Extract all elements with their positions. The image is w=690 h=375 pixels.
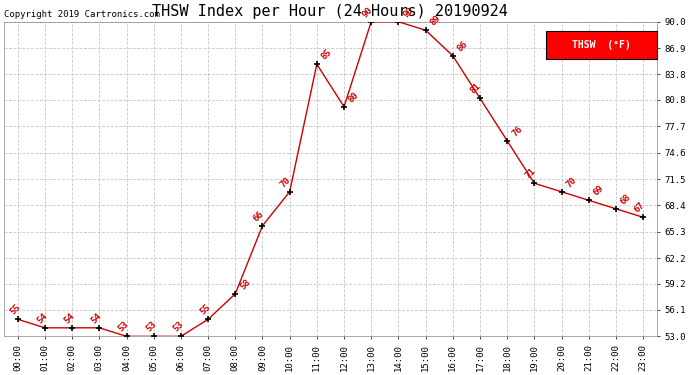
Text: 54: 54 [90, 311, 104, 325]
Text: Copyright 2019 Cartronics.com: Copyright 2019 Cartronics.com [4, 10, 160, 19]
Text: 53: 53 [171, 320, 185, 333]
Text: 55: 55 [198, 303, 213, 316]
Text: 54: 54 [62, 311, 77, 325]
Text: 68: 68 [619, 192, 633, 206]
Text: 55: 55 [8, 303, 22, 316]
Text: 71: 71 [523, 166, 538, 180]
Text: 80: 80 [347, 90, 361, 104]
Text: 69: 69 [591, 183, 605, 198]
Text: 67: 67 [632, 201, 646, 214]
Text: 66: 66 [251, 209, 266, 223]
Text: 76: 76 [510, 124, 524, 138]
Text: 86: 86 [455, 39, 469, 53]
Text: 53: 53 [117, 320, 131, 333]
Text: 85: 85 [319, 48, 333, 62]
Text: 70: 70 [279, 175, 293, 189]
FancyBboxPatch shape [546, 31, 657, 60]
Text: 53: 53 [144, 320, 158, 333]
Title: THSW Index per Hour (24 Hours) 20190924: THSW Index per Hour (24 Hours) 20190924 [152, 4, 509, 19]
Text: 54: 54 [35, 311, 49, 325]
Text: 81: 81 [469, 81, 483, 96]
Text: 58: 58 [238, 277, 252, 291]
Text: 90: 90 [401, 5, 415, 19]
Text: 89: 89 [428, 13, 442, 27]
Text: 70: 70 [564, 175, 578, 189]
Text: 90: 90 [360, 5, 374, 19]
Text: THSW  (°F): THSW (°F) [572, 40, 631, 50]
